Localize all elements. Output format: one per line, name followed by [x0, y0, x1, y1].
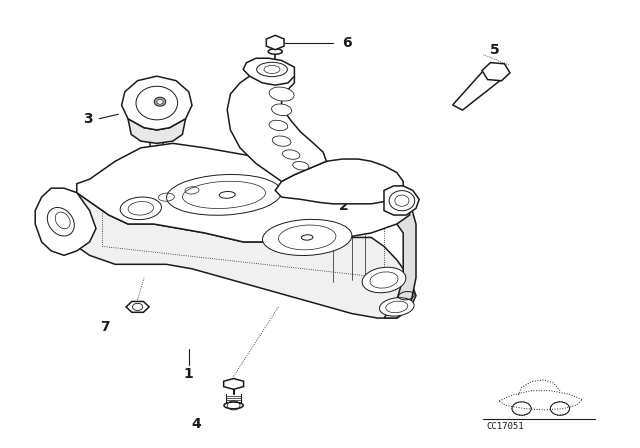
Text: 4: 4: [192, 417, 202, 431]
Ellipse shape: [380, 297, 414, 316]
Polygon shape: [482, 63, 510, 81]
Ellipse shape: [269, 87, 294, 101]
Ellipse shape: [268, 49, 282, 54]
Polygon shape: [35, 188, 96, 255]
Polygon shape: [384, 193, 416, 318]
Ellipse shape: [282, 150, 300, 159]
Ellipse shape: [262, 220, 352, 255]
Ellipse shape: [166, 174, 282, 215]
Ellipse shape: [292, 161, 309, 170]
Polygon shape: [126, 302, 149, 312]
Text: 3: 3: [83, 112, 93, 126]
Polygon shape: [384, 186, 419, 215]
Polygon shape: [266, 35, 284, 50]
Polygon shape: [227, 69, 326, 181]
Polygon shape: [243, 58, 294, 85]
Ellipse shape: [362, 267, 406, 293]
Text: 6: 6: [342, 35, 352, 50]
Ellipse shape: [271, 104, 292, 116]
Ellipse shape: [272, 136, 291, 146]
Ellipse shape: [224, 402, 243, 409]
Polygon shape: [128, 119, 186, 143]
Ellipse shape: [120, 197, 161, 220]
Polygon shape: [275, 159, 403, 204]
Polygon shape: [77, 143, 410, 242]
Polygon shape: [122, 76, 192, 130]
Text: 2: 2: [339, 199, 349, 213]
Ellipse shape: [157, 99, 163, 104]
Polygon shape: [223, 379, 244, 389]
Text: CC17051: CC17051: [486, 422, 524, 431]
Text: 1: 1: [184, 367, 194, 381]
Ellipse shape: [154, 97, 166, 106]
Polygon shape: [70, 193, 416, 318]
Ellipse shape: [269, 120, 288, 131]
Text: 7: 7: [100, 320, 110, 334]
Text: 5: 5: [490, 43, 499, 57]
Polygon shape: [452, 67, 505, 110]
